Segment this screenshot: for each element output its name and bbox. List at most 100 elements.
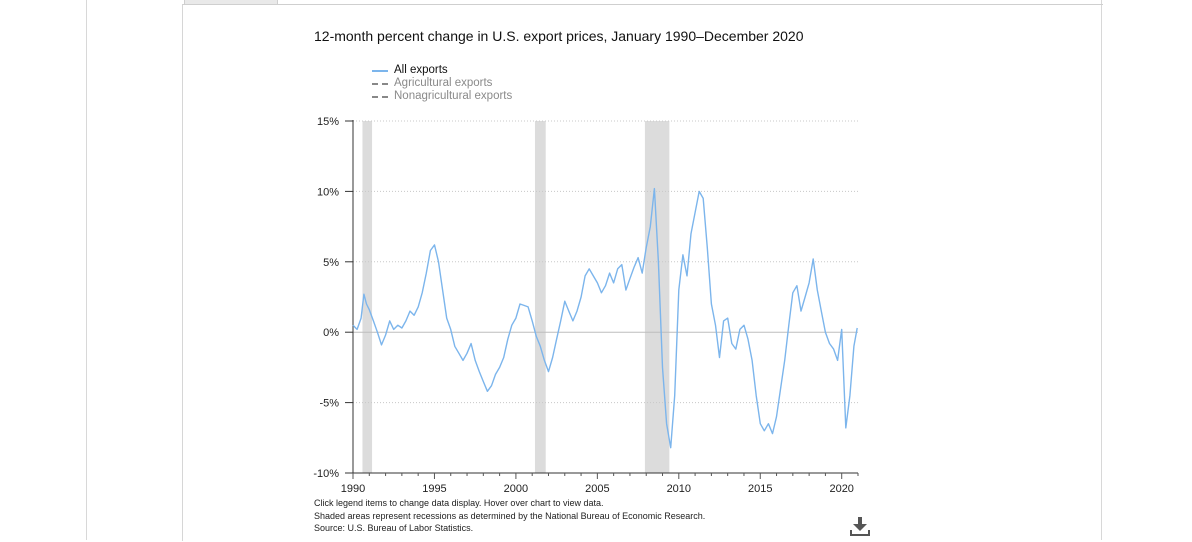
data-point[interactable]: [820, 310, 822, 312]
data-point[interactable]: [621, 263, 623, 265]
panel-tab[interactable]: [184, 0, 278, 5]
data-point[interactable]: [368, 308, 370, 310]
legend-item-all-exports[interactable]: All exports: [372, 64, 512, 77]
data-point[interactable]: [531, 320, 533, 322]
data-point[interactable]: [498, 366, 500, 368]
data-point[interactable]: [767, 423, 769, 425]
data-point[interactable]: [735, 348, 737, 350]
data-point[interactable]: [775, 415, 777, 417]
data-point[interactable]: [421, 292, 423, 294]
data-point[interactable]: [612, 282, 614, 284]
data-point[interactable]: [376, 331, 378, 333]
data-point[interactable]: [853, 345, 855, 347]
data-point[interactable]: [841, 328, 843, 330]
data-point[interactable]: [515, 317, 517, 319]
data-point[interactable]: [470, 342, 472, 344]
data-point[interactable]: [726, 317, 728, 319]
data-point[interactable]: [356, 328, 358, 330]
data-point[interactable]: [576, 310, 578, 312]
data-point[interactable]: [409, 310, 411, 312]
data-point[interactable]: [718, 356, 720, 358]
data-point[interactable]: [365, 303, 367, 305]
data-point[interactable]: [808, 282, 810, 284]
data-point[interactable]: [600, 292, 602, 294]
data-point[interactable]: [490, 385, 492, 387]
data-point[interactable]: [397, 324, 399, 326]
data-point[interactable]: [466, 352, 468, 354]
data-point[interactable]: [584, 275, 586, 277]
data-point[interactable]: [788, 324, 790, 326]
data-point[interactable]: [360, 317, 362, 319]
data-point[interactable]: [702, 197, 704, 199]
data-point[interactable]: [393, 328, 395, 330]
data-point[interactable]: [617, 268, 619, 270]
data-point[interactable]: [743, 324, 745, 326]
data-point[interactable]: [588, 268, 590, 270]
data-point[interactable]: [706, 247, 708, 249]
data-point[interactable]: [580, 296, 582, 298]
data-point[interactable]: [722, 320, 724, 322]
download-button[interactable]: [848, 515, 872, 537]
data-point[interactable]: [384, 334, 386, 336]
data-point[interactable]: [832, 348, 834, 350]
data-point[interactable]: [494, 373, 496, 375]
data-point[interactable]: [836, 359, 838, 361]
data-point[interactable]: [637, 256, 639, 258]
data-point[interactable]: [608, 272, 610, 274]
data-point[interactable]: [804, 296, 806, 298]
data-point[interactable]: [502, 356, 504, 358]
data-point[interactable]: [796, 285, 798, 287]
data-point[interactable]: [527, 306, 529, 308]
data-point[interactable]: [783, 359, 785, 361]
data-point[interactable]: [771, 432, 773, 434]
data-point[interactable]: [661, 366, 663, 368]
data-point[interactable]: [824, 331, 826, 333]
data-point[interactable]: [507, 338, 509, 340]
data-point[interactable]: [747, 338, 749, 340]
series-line-all-exports[interactable]: [352, 187, 858, 449]
data-point[interactable]: [535, 335, 537, 337]
data-point[interactable]: [543, 359, 545, 361]
legend-item-agricultural-exports[interactable]: Agricultural exports: [372, 77, 512, 90]
data-point[interactable]: [816, 289, 818, 291]
data-point[interactable]: [751, 359, 753, 361]
data-point[interactable]: [482, 380, 484, 382]
data-point[interactable]: [812, 258, 814, 260]
data-point[interactable]: [454, 345, 456, 347]
data-point[interactable]: [486, 390, 488, 392]
data-point[interactable]: [845, 427, 847, 429]
data-point[interactable]: [669, 446, 671, 448]
data-point[interactable]: [592, 275, 594, 277]
data-point[interactable]: [441, 289, 443, 291]
data-point[interactable]: [674, 394, 676, 396]
data-point[interactable]: [433, 244, 435, 246]
data-point[interactable]: [665, 423, 667, 425]
data-point[interactable]: [425, 272, 427, 274]
data-point[interactable]: [555, 338, 557, 340]
data-point[interactable]: [849, 394, 851, 396]
data-point[interactable]: [828, 342, 830, 344]
data-point[interactable]: [519, 303, 521, 305]
data-point[interactable]: [694, 211, 696, 213]
data-point[interactable]: [731, 342, 733, 344]
data-point[interactable]: [682, 254, 684, 256]
data-point[interactable]: [445, 317, 447, 319]
data-point[interactable]: [649, 225, 651, 227]
data-point[interactable]: [401, 327, 403, 329]
data-point[interactable]: [572, 320, 574, 322]
data-point[interactable]: [779, 387, 781, 389]
data-point[interactable]: [429, 249, 431, 251]
data-point[interactable]: [380, 344, 382, 346]
data-point[interactable]: [686, 275, 688, 277]
data-point[interactable]: [363, 293, 365, 295]
data-point[interactable]: [755, 394, 757, 396]
data-point[interactable]: [714, 324, 716, 326]
data-point[interactable]: [604, 285, 606, 287]
data-point[interactable]: [413, 314, 415, 316]
data-point[interactable]: [698, 190, 700, 192]
data-point[interactable]: [547, 370, 549, 372]
data-point[interactable]: [739, 328, 741, 330]
data-point[interactable]: [564, 300, 566, 302]
data-point[interactable]: [478, 370, 480, 372]
